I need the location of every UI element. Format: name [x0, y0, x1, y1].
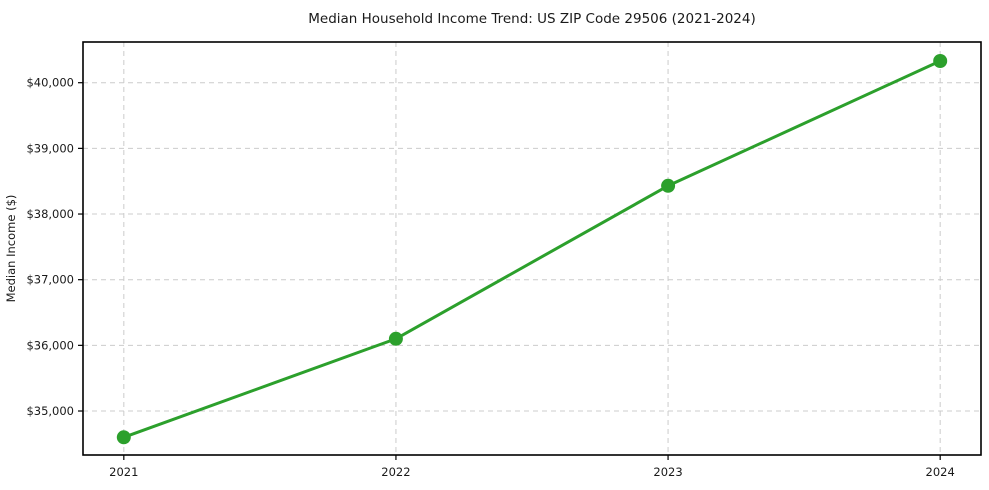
y-axis-label: Median Income ($): [4, 195, 18, 303]
y-tick-label: $39,000: [26, 141, 74, 155]
series-line: [122, 59, 942, 439]
data-point-2024: [933, 54, 948, 68]
y-tick-label: $38,000: [26, 207, 74, 221]
x-tick-label: 2022: [381, 465, 410, 479]
y-tick-label: $40,000: [26, 76, 74, 90]
y-tick-label: $35,000: [26, 404, 74, 418]
y-tick-label: $36,000: [26, 338, 74, 352]
data-point-2021: [116, 430, 131, 445]
x-tick-label: 2024: [926, 465, 955, 479]
plot-area: $35,000 $36,000 $37,000 $38,000 $39,000 $40,0…: [26, 41, 982, 479]
data-point-2023: [661, 178, 676, 193]
x-tick-label: 2023: [653, 465, 682, 479]
x-tick-label: 2021: [109, 465, 138, 479]
chart-title: Median Household Income Trend: US ZIP Co…: [308, 11, 756, 27]
data-point-2022: [388, 331, 403, 346]
y-tick-label: $37,000: [26, 273, 74, 287]
axes-frame: [82, 41, 982, 456]
